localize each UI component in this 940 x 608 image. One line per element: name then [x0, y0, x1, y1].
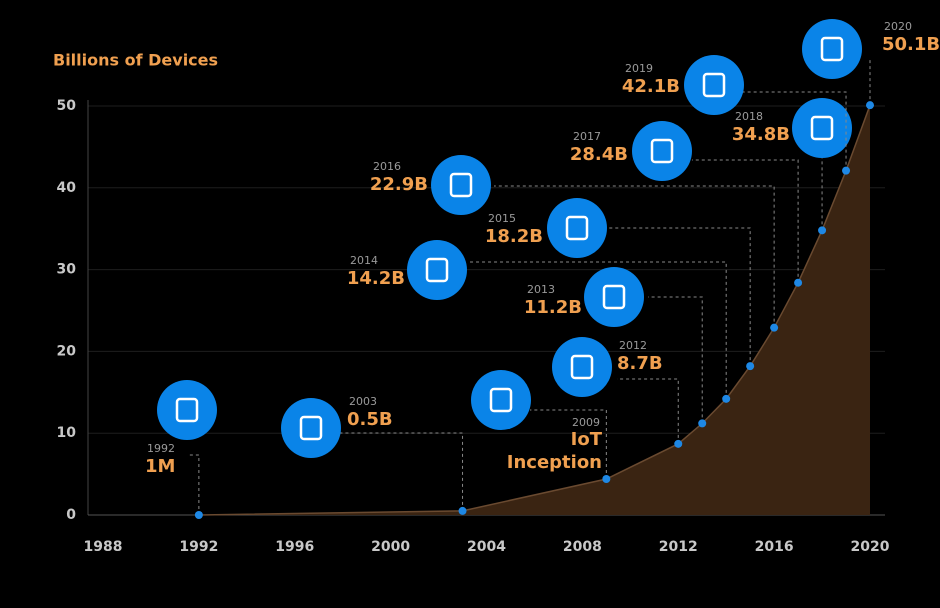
y-axis-title: Billions of Devices: [53, 51, 218, 70]
leader-line: [692, 159, 799, 283]
icon-circle: [684, 55, 744, 115]
leader-line: [187, 454, 200, 515]
annotation: Inception: [507, 452, 602, 473]
year-label: 2016: [373, 160, 401, 173]
x-tick-label: 2008: [563, 539, 602, 555]
area: [198, 105, 870, 515]
value-label: 1M: [145, 456, 175, 477]
year-label: 2020: [884, 20, 912, 33]
icon-glyph: [175, 397, 199, 423]
icon-glyph: [650, 138, 674, 164]
icon-circle: [547, 198, 607, 258]
icon-circle: [407, 240, 467, 300]
y-tick-label: 20: [57, 343, 77, 359]
leader-line: [606, 227, 751, 367]
leader-line: [742, 91, 847, 171]
icon-glyph: [602, 284, 626, 310]
icon-circle: [792, 98, 852, 158]
icon-glyph: [425, 257, 449, 283]
point: [794, 278, 803, 287]
line: [198, 104, 871, 516]
x-tick-label: 2020: [851, 539, 890, 555]
icon-glyph: [299, 415, 323, 441]
x-tick-label: 1988: [84, 539, 123, 555]
year-label: 2003: [349, 395, 377, 408]
point: [866, 101, 874, 110]
value-label: 50.1B: [882, 34, 940, 55]
x-tick-label: 2000: [371, 539, 410, 555]
x-tick-label: 2012: [659, 539, 698, 555]
icon-circle: [157, 380, 217, 440]
icon-circle: [431, 155, 491, 215]
icon-circle: [471, 370, 531, 430]
icon-circle: [552, 337, 612, 397]
y-tick-label: 30: [57, 262, 77, 278]
annotation: IoT: [571, 429, 603, 450]
point: [842, 166, 851, 175]
value-label: 8.7B: [617, 353, 663, 374]
year-label: 2009: [572, 416, 600, 429]
icon-circle: [802, 19, 862, 79]
value-label: 34.8B: [732, 124, 790, 145]
point: [746, 362, 755, 371]
year-label: 2014: [350, 254, 378, 267]
x-tick-label: 1992: [179, 539, 218, 555]
x-tick-label: 2016: [755, 539, 794, 555]
icon-glyph: [570, 354, 594, 380]
year-label: 1992: [147, 442, 175, 455]
leader-line: [470, 261, 727, 399]
year-label: 2018: [735, 110, 763, 123]
y-tick-label: 50: [57, 98, 77, 114]
leader-line: [648, 296, 703, 424]
x-tick-label: 2004: [467, 539, 506, 555]
point: [674, 439, 683, 448]
value-label: 42.1B: [622, 76, 680, 97]
year-label: 2017: [573, 130, 601, 143]
icon-glyph: [565, 215, 589, 241]
point: [194, 510, 203, 519]
icon-glyph: [449, 172, 473, 198]
y-tick-label: 10: [57, 425, 77, 441]
icon-circle: [281, 398, 341, 458]
value-label: 0.5B: [347, 409, 393, 430]
year-label: 2019: [625, 62, 653, 75]
icon-glyph: [489, 387, 513, 413]
icon-circle: [584, 267, 644, 327]
point: [722, 394, 731, 403]
icon-glyph: [820, 36, 844, 62]
icon-glyph: [702, 72, 726, 98]
x-tick-label: 1996: [275, 539, 314, 555]
y-tick-label: 0: [66, 507, 76, 523]
value-label: 22.9B: [370, 174, 428, 195]
leader-line: [340, 432, 464, 511]
point: [602, 475, 611, 484]
value-label: 28.4B: [570, 144, 628, 165]
y-tick-label: 40: [57, 180, 77, 196]
year-label: 2015: [488, 212, 516, 225]
icon-glyph: [810, 115, 834, 141]
point: [770, 323, 779, 332]
year-label: 2013: [527, 283, 555, 296]
point: [698, 419, 707, 428]
year-label: 2012: [619, 339, 647, 352]
point: [818, 226, 827, 235]
value-label: 18.2B: [485, 226, 543, 247]
icon-circle: [632, 121, 692, 181]
value-label: 11.2B: [524, 297, 582, 318]
value-label: 14.2B: [347, 268, 405, 289]
point: [458, 506, 467, 515]
